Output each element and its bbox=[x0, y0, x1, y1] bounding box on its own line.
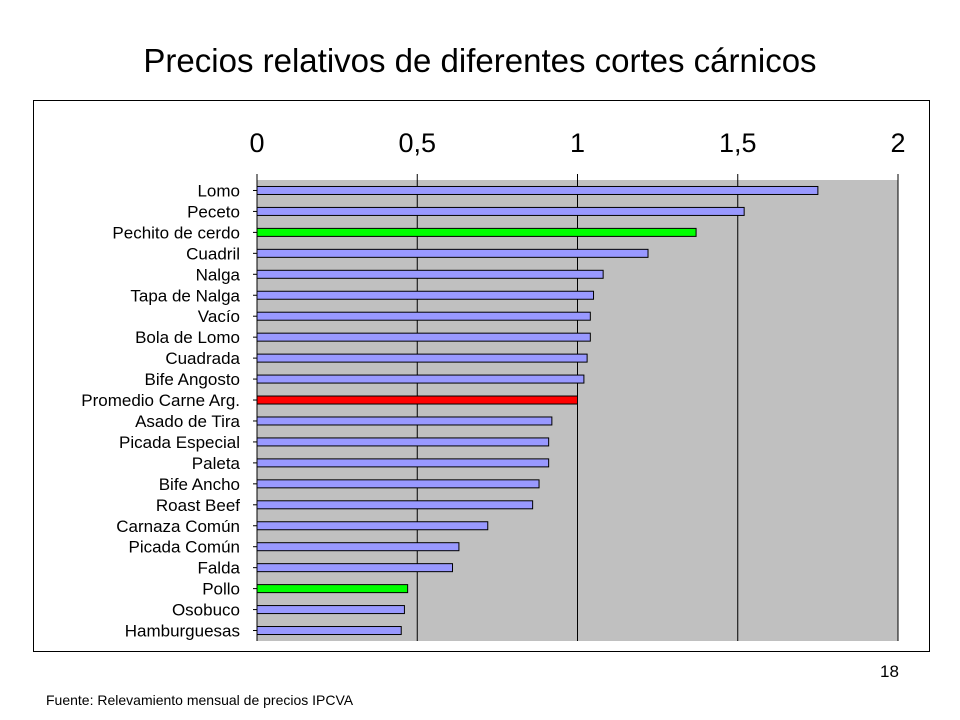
bar bbox=[256, 479, 540, 489]
category-label: Paleta bbox=[192, 454, 241, 473]
category-label: Carnaza Común bbox=[116, 517, 240, 536]
bar bbox=[256, 521, 489, 531]
bar bbox=[256, 206, 745, 216]
category-label: Picada Especial bbox=[119, 433, 240, 452]
slide-title: Precios relativos de diferentes cortes c… bbox=[143, 42, 817, 79]
x-tick-label: 0,5 bbox=[398, 128, 436, 158]
bar bbox=[256, 395, 578, 405]
bar bbox=[256, 269, 604, 279]
category-label: Lomo bbox=[197, 181, 240, 200]
category-label: Pollo bbox=[202, 580, 240, 599]
bar bbox=[256, 374, 585, 384]
category-label: Peceto bbox=[187, 202, 240, 221]
category-label: Vacío bbox=[198, 307, 240, 326]
bar bbox=[256, 626, 402, 636]
bar bbox=[256, 311, 591, 321]
bar bbox=[256, 500, 534, 510]
bar bbox=[256, 437, 550, 447]
bar bbox=[256, 332, 591, 342]
x-tick-label: 1,5 bbox=[719, 128, 757, 158]
bar bbox=[256, 227, 697, 237]
category-label: Bife Angosto bbox=[145, 370, 240, 389]
bar bbox=[256, 605, 405, 615]
x-tick-label: 0 bbox=[249, 128, 264, 158]
bar bbox=[256, 542, 460, 552]
category-label: Picada Común bbox=[128, 538, 240, 557]
category-label: Bife Ancho bbox=[159, 475, 240, 494]
bar bbox=[256, 185, 819, 195]
bar bbox=[256, 458, 550, 468]
category-label: Hamburguesas bbox=[125, 622, 240, 641]
category-label: Falda bbox=[197, 559, 240, 578]
category-label: Osobuco bbox=[172, 601, 240, 620]
category-label: Roast Beef bbox=[156, 496, 240, 515]
category-label: Promedio Carne Arg. bbox=[81, 391, 240, 410]
bar bbox=[256, 353, 588, 363]
bar bbox=[256, 584, 409, 594]
bar bbox=[256, 248, 649, 258]
category-label: Cuadrada bbox=[165, 349, 240, 368]
bar bbox=[256, 563, 454, 573]
category-label: Nalga bbox=[196, 265, 241, 284]
source-note: Fuente: Relevamiento mensual de precios … bbox=[46, 692, 354, 708]
x-tick-label: 1 bbox=[570, 128, 585, 158]
category-label: Bola de Lomo bbox=[135, 328, 240, 347]
page-number: 18 bbox=[880, 662, 899, 681]
category-label: Tapa de Nalga bbox=[130, 286, 240, 305]
bar bbox=[256, 290, 595, 300]
x-tick-label: 2 bbox=[890, 128, 905, 158]
category-label: Cuadril bbox=[186, 244, 240, 263]
category-label: Asado de Tira bbox=[135, 412, 240, 431]
category-label: Pechito de cerdo bbox=[112, 223, 240, 242]
bar bbox=[256, 416, 553, 426]
